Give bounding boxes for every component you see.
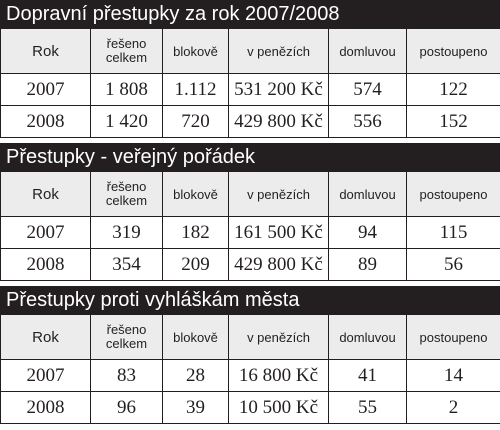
header-reseno-line1: řešeno [106, 36, 147, 51]
cell-blokove: 1.112 [162, 73, 229, 106]
cell-domluvou: 556 [328, 105, 407, 138]
cell-reseno: 319 [90, 216, 163, 249]
table-row: 2007 319 182 161 500 Kč 94 115 [0, 216, 500, 249]
cell-rok: 2007 [0, 216, 91, 249]
cell-blokove: 182 [162, 216, 229, 249]
header-v-penezich: v penězích [228, 314, 329, 360]
cell-postoupeno: 2 [406, 391, 500, 424]
cell-postoupeno: 14 [406, 359, 500, 392]
cell-postoupeno: 152 [406, 105, 500, 138]
cell-reseno: 96 [90, 391, 163, 424]
section-traffic-offences: Dopravní přestupky za rok 2007/2008 Rok … [0, 0, 500, 138]
section-public-order-offences: Přestupky - veřejný pořádek Rok řešeno ce… [0, 143, 500, 281]
table-row: 2007 1 808 1.112 531 200 Kč 574 122 [0, 73, 500, 106]
stats-table: Rok řešeno celkem blokově v penězích doml… [0, 314, 500, 424]
cell-blokove: 39 [162, 391, 229, 424]
header-blokove: blokově [162, 171, 229, 217]
cell-rok: 2008 [0, 105, 91, 138]
cell-v-penezich: 531 200 Kč [228, 73, 329, 106]
cell-rok: 2007 [0, 359, 91, 392]
cell-reseno: 354 [90, 248, 163, 281]
cell-v-penezich: 10 500 Kč [228, 391, 329, 424]
cell-v-penezich: 429 800 Kč [228, 105, 329, 138]
header-domluvou: domluvou [328, 28, 407, 74]
header-reseno-line2: celkem [105, 336, 148, 351]
header-reseno-line1: řešeno [106, 179, 147, 194]
cell-postoupeno: 115 [406, 216, 500, 249]
header-v-penezich: v penězích [228, 171, 329, 217]
header-v-penezich: v penězích [228, 28, 329, 74]
cell-v-penezich: 161 500 Kč [228, 216, 329, 249]
table-header-row: Rok řešeno celkem blokově v penězích doml… [0, 171, 500, 217]
table-row: 2008 354 209 429 800 Kč 89 56 [0, 248, 500, 281]
header-blokove: blokově [162, 28, 229, 74]
cell-domluvou: 41 [328, 359, 407, 392]
table-header-row: Rok řešeno celkem blokově v penězích doml… [0, 28, 500, 74]
cell-domluvou: 89 [328, 248, 407, 281]
header-reseno-celkem: řešeno celkem [90, 171, 163, 217]
header-postoupeno: postoupeno [406, 28, 500, 74]
header-rok: Rok [0, 171, 91, 217]
header-rok: Rok [0, 28, 91, 74]
cell-rok: 2007 [0, 73, 91, 106]
section-title: Přestupky proti vyhláškám města [0, 286, 500, 314]
table-row: 2008 1 420 720 429 800 Kč 556 152 [0, 105, 500, 138]
header-domluvou: domluvou [328, 171, 407, 217]
section-title: Dopravní přestupky za rok 2007/2008 [0, 0, 500, 28]
table-header-row: Rok řešeno celkem blokově v penězích doml… [0, 314, 500, 360]
cell-blokove: 720 [162, 105, 229, 138]
header-blokove: blokově [162, 314, 229, 360]
cell-blokove: 209 [162, 248, 229, 281]
cell-rok: 2008 [0, 248, 91, 281]
header-reseno-line2: celkem [105, 50, 148, 65]
header-reseno-celkem: řešeno celkem [90, 28, 163, 74]
cell-blokove: 28 [162, 359, 229, 392]
header-domluvou: domluvou [328, 314, 407, 360]
section-city-ordinance-offences: Přestupky proti vyhláškám města Rok řeše… [0, 286, 500, 424]
stats-table: Rok řešeno celkem blokově v penězích doml… [0, 171, 500, 281]
header-postoupeno: postoupeno [406, 171, 500, 217]
cell-rok: 2008 [0, 391, 91, 424]
table-row: 2007 83 28 16 800 Kč 41 14 [0, 359, 500, 392]
cell-reseno: 1 420 [90, 105, 163, 138]
header-reseno-celkem: řešeno celkem [90, 314, 163, 360]
cell-reseno: 1 808 [90, 73, 163, 106]
table-row: 2008 96 39 10 500 Kč 55 2 [0, 391, 500, 424]
cell-domluvou: 574 [328, 73, 407, 106]
cell-v-penezich: 16 800 Kč [228, 359, 329, 392]
cell-reseno: 83 [90, 359, 163, 392]
header-reseno-line2: celkem [105, 193, 148, 208]
cell-postoupeno: 56 [406, 248, 500, 281]
cell-domluvou: 55 [328, 391, 407, 424]
cell-domluvou: 94 [328, 216, 407, 249]
cell-v-penezich: 429 800 Kč [228, 248, 329, 281]
cell-postoupeno: 122 [406, 73, 500, 106]
stats-table: Rok řešeno celkem blokově v penězích doml… [0, 28, 500, 138]
header-rok: Rok [0, 314, 91, 360]
section-title: Přestupky - veřejný pořádek [0, 143, 500, 171]
header-postoupeno: postoupeno [406, 314, 500, 360]
header-reseno-line1: řešeno [106, 322, 147, 337]
